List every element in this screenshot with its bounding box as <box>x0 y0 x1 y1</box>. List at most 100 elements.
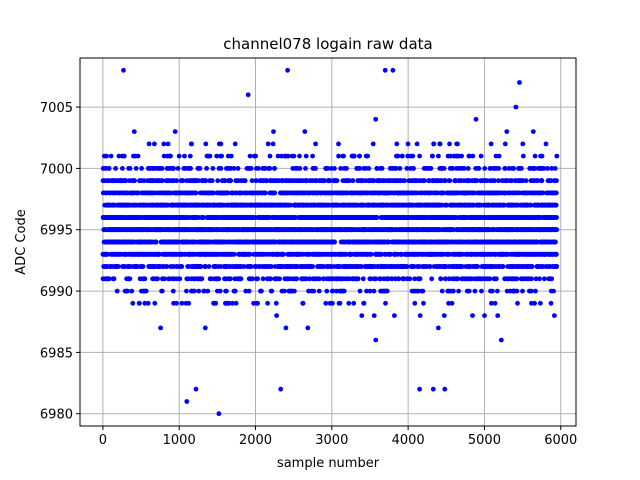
data-point <box>272 166 277 171</box>
data-point <box>191 288 197 294</box>
data-point <box>302 129 308 135</box>
data-point <box>193 190 199 196</box>
data-point <box>142 276 148 282</box>
data-point <box>479 288 484 294</box>
data-point <box>346 300 352 306</box>
data-point <box>259 288 264 294</box>
data-point <box>203 141 209 147</box>
data-point <box>451 288 456 294</box>
data-point <box>235 166 241 171</box>
data-point <box>414 141 420 147</box>
data-point <box>310 153 315 159</box>
data-point <box>357 153 362 159</box>
data-point <box>142 300 148 306</box>
data-point <box>421 300 426 306</box>
data-point <box>412 300 418 306</box>
data-point <box>155 276 161 282</box>
data-point <box>311 288 317 294</box>
data-point <box>231 251 237 257</box>
data-point <box>466 288 472 294</box>
data-point <box>336 141 341 147</box>
data-point <box>417 276 423 282</box>
data-point <box>281 251 286 257</box>
data-point <box>441 313 447 318</box>
data-point <box>216 276 222 282</box>
data-point <box>303 153 309 159</box>
data-point <box>360 276 366 282</box>
data-point <box>373 337 379 343</box>
data-point <box>133 166 139 171</box>
data-point <box>182 153 187 159</box>
data-point <box>470 313 475 318</box>
data-point <box>209 178 215 184</box>
data-point <box>461 166 467 171</box>
data-point <box>294 276 300 282</box>
data-point <box>449 300 455 306</box>
data-point <box>139 166 145 171</box>
data-point <box>475 264 480 269</box>
data-point <box>277 276 282 282</box>
data-point <box>341 288 347 294</box>
data-point <box>263 190 268 196</box>
data-point <box>324 288 330 294</box>
data-point <box>170 288 176 294</box>
data-point <box>129 288 135 294</box>
data-point <box>273 300 279 306</box>
data-point <box>337 300 343 306</box>
data-point <box>164 264 170 269</box>
data-point <box>224 288 229 294</box>
data-point <box>202 325 208 331</box>
data-point <box>121 153 127 159</box>
data-point <box>207 153 213 159</box>
data-point <box>159 288 165 294</box>
data-point <box>447 141 452 147</box>
data-point <box>420 288 426 294</box>
data-point <box>125 288 130 294</box>
data-point <box>267 153 273 159</box>
data-point <box>189 141 195 147</box>
data-point <box>336 153 341 159</box>
data-point <box>397 166 403 171</box>
data-point <box>383 300 388 306</box>
data-point <box>255 300 260 306</box>
data-point <box>196 288 202 294</box>
data-point <box>132 178 138 184</box>
data-point <box>271 129 276 135</box>
data-point <box>245 92 251 98</box>
data-point <box>233 300 239 306</box>
data-point <box>332 239 337 245</box>
data-point <box>246 288 252 294</box>
data-point <box>227 276 233 282</box>
data-point <box>411 166 416 171</box>
data-point <box>431 141 437 147</box>
data-point <box>116 264 121 269</box>
data-point <box>283 325 289 331</box>
data-point <box>106 166 112 171</box>
data-point <box>355 276 361 282</box>
data-point <box>313 141 318 147</box>
data-point <box>473 116 479 122</box>
data-point <box>219 153 225 159</box>
data-point <box>231 166 237 171</box>
data-point <box>179 300 185 306</box>
data-point <box>323 300 329 306</box>
data-point <box>371 313 377 318</box>
data-point <box>402 178 407 184</box>
data-point <box>395 153 401 159</box>
data-point <box>374 215 380 220</box>
data-point <box>334 178 340 184</box>
data-point <box>255 276 260 282</box>
data-point <box>131 129 137 135</box>
data-point <box>141 178 147 184</box>
data-point <box>161 141 167 147</box>
data-point <box>114 288 120 294</box>
data-point <box>135 190 141 196</box>
data-point <box>159 178 165 184</box>
data-point <box>174 178 180 184</box>
data-point <box>123 178 129 184</box>
data-point <box>373 116 379 122</box>
data-point <box>410 153 416 159</box>
data-point <box>265 300 270 306</box>
data-point <box>152 141 157 147</box>
data-point <box>394 141 400 147</box>
